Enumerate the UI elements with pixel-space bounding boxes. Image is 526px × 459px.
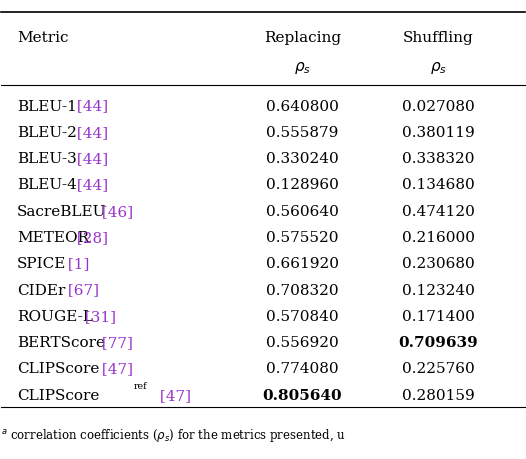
Text: ref: ref [133,381,147,390]
Text: Shuffling: Shuffling [403,31,473,45]
Text: 0.708320: 0.708320 [266,283,339,297]
Text: 0.474120: 0.474120 [402,204,475,218]
Text: $\rho_s$: $\rho_s$ [294,60,311,76]
Text: CLIPScore: CLIPScore [17,388,99,402]
Text: 0.230680: 0.230680 [402,257,474,271]
Text: [28]: [28] [72,230,107,245]
Text: [44]: [44] [72,178,108,192]
Text: 0.225760: 0.225760 [402,362,474,375]
Text: SacreBLEU: SacreBLEU [17,204,107,218]
Text: [1]: [1] [63,257,89,271]
Text: ROUGE-L: ROUGE-L [17,309,93,323]
Text: [44]: [44] [72,152,108,166]
Text: 0.555879: 0.555879 [266,126,338,140]
Text: [46]: [46] [97,204,134,218]
Text: 0.640800: 0.640800 [266,99,339,113]
Text: 0.575520: 0.575520 [266,230,339,245]
Text: [31]: [31] [80,309,116,323]
Text: SPICE: SPICE [17,257,66,271]
Text: 0.134680: 0.134680 [402,178,474,192]
Text: $\rho_s$: $\rho_s$ [430,60,447,76]
Text: 0.280159: 0.280159 [402,388,474,402]
Text: Metric: Metric [17,31,68,45]
Text: 0.380119: 0.380119 [402,126,474,140]
Text: 0.774080: 0.774080 [266,362,339,375]
Text: BLEU-2: BLEU-2 [17,126,77,140]
Text: CIDEr: CIDEr [17,283,65,297]
Text: [77]: [77] [97,336,133,349]
Text: BERTScore: BERTScore [17,336,105,349]
Text: 0.216000: 0.216000 [402,230,475,245]
Text: 0.709639: 0.709639 [398,336,478,349]
Text: CLIPScore: CLIPScore [17,362,99,375]
Text: [44]: [44] [72,99,108,113]
Text: Replacing: Replacing [264,31,341,45]
Text: $^a$ correlation coefficients ($\rho_s$) for the metrics presented, u: $^a$ correlation coefficients ($\rho_s$)… [2,426,346,442]
Text: [67]: [67] [63,283,99,297]
Text: 0.128960: 0.128960 [266,178,339,192]
Text: 0.805640: 0.805640 [262,388,342,402]
Text: 0.027080: 0.027080 [402,99,474,113]
Text: 0.123240: 0.123240 [402,283,475,297]
Text: BLEU-3: BLEU-3 [17,152,77,166]
Text: METEOR: METEOR [17,230,89,245]
Text: [44]: [44] [72,126,108,140]
Text: [47]: [47] [155,388,191,402]
Text: 0.338320: 0.338320 [402,152,474,166]
Text: 0.556920: 0.556920 [266,336,339,349]
Text: [47]: [47] [97,362,134,375]
Text: BLEU-1: BLEU-1 [17,99,77,113]
Text: BLEU-4: BLEU-4 [17,178,77,192]
Text: 0.560640: 0.560640 [266,204,339,218]
Text: 0.661920: 0.661920 [266,257,339,271]
Text: 0.570840: 0.570840 [266,309,339,323]
Text: 0.171400: 0.171400 [402,309,475,323]
Text: 0.330240: 0.330240 [266,152,339,166]
